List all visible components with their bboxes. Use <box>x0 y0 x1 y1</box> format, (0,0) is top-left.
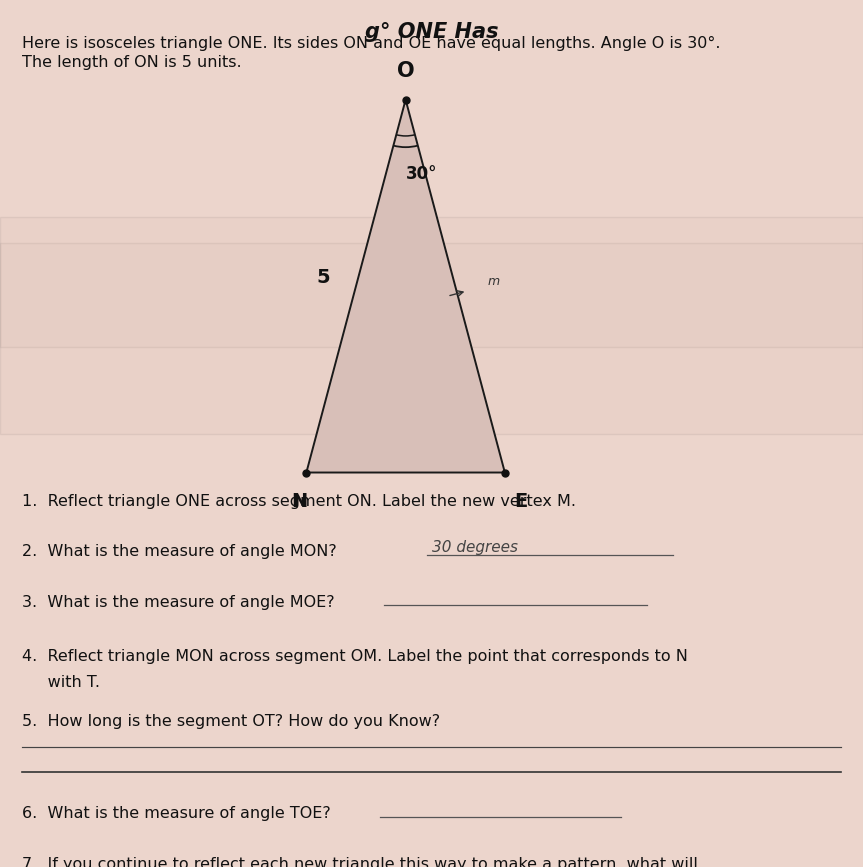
Text: 5.  How long is the segment OT? How do you Know?: 5. How long is the segment OT? How do yo… <box>22 714 440 729</box>
Text: 2.  What is the measure of angle MON?: 2. What is the measure of angle MON? <box>22 544 337 559</box>
Text: 7.  If you continue to reflect each new triangle this way to make a pattern, wha: 7. If you continue to reflect each new t… <box>22 857 697 867</box>
Text: with T.: with T. <box>22 675 99 690</box>
Text: 6.  What is the measure of angle TOE?: 6. What is the measure of angle TOE? <box>22 806 331 821</box>
Text: m: m <box>488 276 501 288</box>
Text: The length of ON is 5 units.: The length of ON is 5 units. <box>22 55 241 70</box>
Text: 3.  What is the measure of angle MOE?: 3. What is the measure of angle MOE? <box>22 595 334 610</box>
Text: 30°: 30° <box>406 165 437 183</box>
Text: 30 degrees: 30 degrees <box>432 540 518 555</box>
Text: 4.  Reflect triangle MON across segment OM. Label the point that corresponds to : 4. Reflect triangle MON across segment O… <box>22 649 688 664</box>
Polygon shape <box>306 100 505 473</box>
Text: 5: 5 <box>317 268 330 287</box>
Text: N: N <box>292 492 307 511</box>
Text: E: E <box>513 492 527 511</box>
Text: O: O <box>397 61 414 81</box>
Text: g° ONE Has: g° ONE Has <box>365 22 498 42</box>
Text: 1.  Reflect triangle ONE across segment ON. Label the new vertex M.: 1. Reflect triangle ONE across segment O… <box>22 494 576 509</box>
Text: Here is isosceles triangle ONE. Its sides ON and OE have equal lengths. Angle O : Here is isosceles triangle ONE. Its side… <box>22 36 720 51</box>
FancyBboxPatch shape <box>0 217 863 434</box>
FancyBboxPatch shape <box>0 243 863 347</box>
